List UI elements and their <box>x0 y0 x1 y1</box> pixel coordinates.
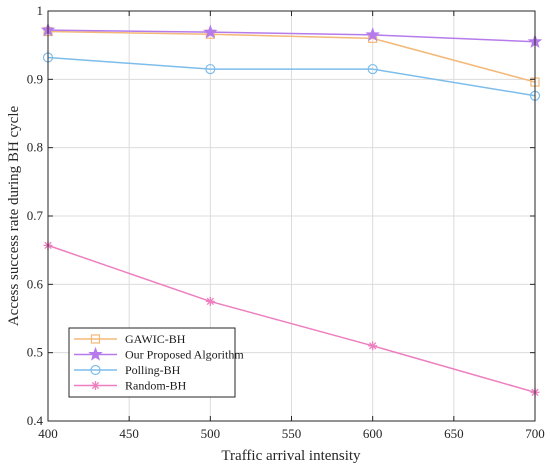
legend-label: Polling-BH <box>125 363 181 377</box>
legend: GAWIC-BH Our Proposed AlgorithmPolling-BH… <box>68 327 244 398</box>
asterisk-marker <box>91 381 100 390</box>
x-axis-label: Traffic arrival intensity <box>221 448 361 464</box>
y-tick-label: 0.6 <box>27 276 44 291</box>
y-tick-label: 0.8 <box>27 140 43 155</box>
series-polling-bh <box>42 52 541 101</box>
y-tick-label: 0.4 <box>27 413 44 428</box>
y-axis-label: Access success rate during BH cycle <box>6 105 22 326</box>
legend-item: GAWIC-BH <box>74 332 186 346</box>
circle-marker <box>205 63 216 75</box>
star-marker <box>203 24 218 39</box>
legend-item: Our Proposed Algorithm <box>74 346 244 362</box>
y-tick-label: 0.5 <box>27 345 43 360</box>
x-tick-label: 550 <box>282 426 302 441</box>
asterisk-marker <box>368 341 378 351</box>
x-tick-label: 600 <box>363 426 383 441</box>
x-tick-label: 400 <box>38 426 58 441</box>
axis-ticks: 400 450 500 550 600 650 700 0.4 0.5 0.6 0.7 0.8 0.9 1 <box>27 3 545 441</box>
y-tick-label: 1 <box>37 3 44 18</box>
x-tick-label: 500 <box>201 426 221 441</box>
series-line <box>47 30 536 83</box>
asterisk-marker <box>205 296 215 306</box>
x-tick-label: 650 <box>444 426 464 441</box>
legend-label: Random-BH <box>125 379 187 393</box>
legend-item: Polling-BH <box>74 363 181 377</box>
legend-item: Random-BH <box>74 379 187 393</box>
series-line <box>47 244 536 394</box>
series-line <box>47 29 536 43</box>
square-marker <box>90 334 101 344</box>
legend-label: Our Proposed Algorithm <box>125 348 244 362</box>
y-tick-label: 0.9 <box>27 71 43 86</box>
series-line <box>47 56 536 97</box>
x-tick-label: 700 <box>525 426 545 441</box>
y-tick-label: 0.7 <box>27 208 44 223</box>
star-marker <box>365 27 380 42</box>
legend-label: GAWIC-BH <box>125 332 186 346</box>
circle-marker <box>367 63 378 75</box>
x-tick-label: 450 <box>119 426 139 441</box>
star-marker <box>88 346 103 361</box>
circle-marker <box>90 364 101 376</box>
